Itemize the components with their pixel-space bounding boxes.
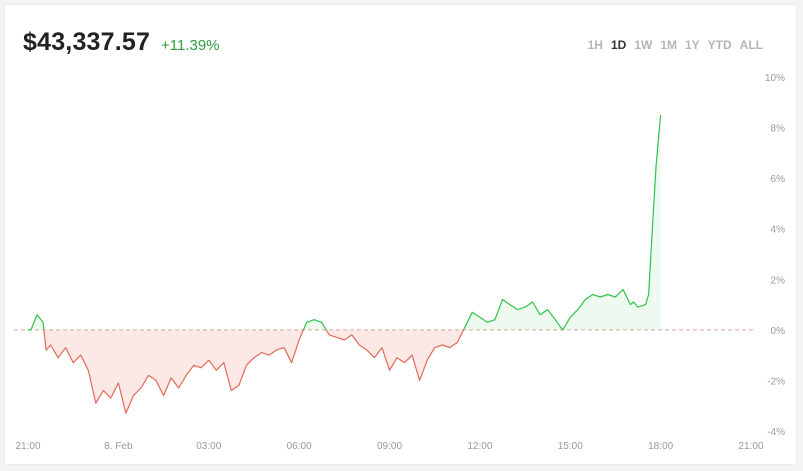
range-1w-button[interactable]: 1W [634, 38, 653, 52]
y-tick-label-1: 8% [771, 124, 786, 135]
range-1m-button[interactable]: 1M [660, 38, 677, 52]
time-range-selector: 1H 1D 1W 1M 1Y YTD ALL [584, 38, 767, 52]
range-1h-button[interactable]: 1H [587, 38, 603, 52]
gain-line-4 [463, 114, 662, 331]
x-tick-label-2: 03:00 [196, 441, 221, 452]
x-tick-label-0: 21:00 [15, 441, 40, 452]
gain-area-4 [463, 114, 661, 330]
x-tick-label-5: 12:00 [467, 441, 492, 452]
y-tick-label-2: 6% [771, 174, 786, 185]
x-tick-label-1: 8. Feb [104, 441, 133, 452]
gain-line-2 [302, 319, 327, 331]
range-1y-button[interactable]: 1Y [684, 38, 700, 52]
range-1d-button[interactable]: 1D [610, 38, 627, 52]
x-tick-label-7: 18:00 [648, 441, 673, 452]
x-tick-label-8: 21:00 [738, 441, 763, 452]
y-tick-label-4: 2% [771, 275, 786, 286]
range-all-button[interactable]: ALL [739, 38, 763, 52]
loss-area-3 [326, 329, 464, 381]
loss-area-1 [43, 329, 304, 414]
y-tick-label-6: -2% [767, 376, 785, 387]
x-tick-label-6: 15:00 [558, 441, 583, 452]
price-change-percent: +11.39% [161, 37, 220, 54]
loss-line-3 [325, 329, 465, 381]
loss-line-1 [43, 329, 304, 414]
range-ytd-button[interactable]: YTD [707, 38, 732, 52]
x-tick-label-4: 09:00 [377, 441, 402, 452]
y-tick-label-0: 10% [765, 73, 785, 84]
y-tick-label-3: 4% [771, 225, 786, 236]
gain-line-0 [28, 314, 45, 331]
current-price: $43,337.57 [23, 28, 151, 56]
y-tick-label-7: -4% [767, 427, 785, 438]
x-tick-label-3: 06:00 [287, 441, 312, 452]
y-tick-label-5: 0% [771, 326, 786, 337]
